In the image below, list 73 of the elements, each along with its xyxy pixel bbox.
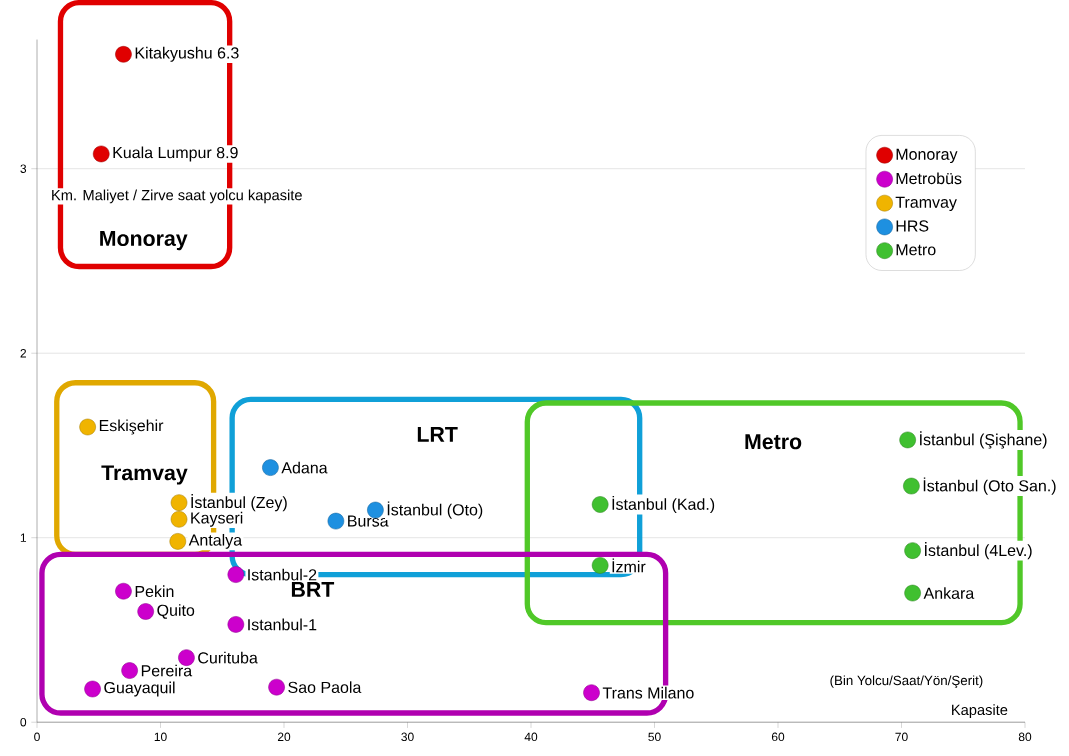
point [84,680,101,698]
y-tick-label: 3 [20,164,27,173]
point [268,678,285,696]
y-tick-label: 0 [20,717,27,727]
annotation: İstanbul (Oto San.) [923,477,1056,495]
point [178,649,195,666]
point [591,557,609,574]
annotation: İzmir [612,558,646,573]
point [169,533,187,550]
annotation: Curituba [198,651,258,664]
annotation: Monoray [100,231,188,251]
annotation: İstanbul (Kad.) [612,495,715,513]
point [170,510,188,528]
point [327,512,345,530]
point [904,542,921,559]
annotation: Pereira [141,664,193,677]
point [903,477,920,495]
annotation: Kuala Lumpur 8.9 [113,146,238,162]
x-axis-title: Kapasite [952,704,1008,718]
x-tick-label: 30 [401,732,414,742]
legend-label: Monoray [896,148,958,163]
point [170,494,188,511]
x-tick-label: 20 [277,732,291,742]
y-axis-title: Km. Maliyet / Zirve saat yolcu kapasite [52,189,302,204]
x-tick-label: 0 [34,732,40,742]
y-tick-label: 1 [20,533,27,542]
annotation: LRT [417,426,458,442]
annotation: Metro [745,434,802,450]
annotation: İstanbul (Şişhane) [920,431,1047,449]
y-tick-label: 2 [20,348,26,358]
annotation: Bursa [348,515,389,527]
x-tick-label: 10 [154,732,167,742]
annotation: Guayaquil [104,681,175,697]
point [227,566,245,583]
annotation: Ankara [923,587,975,599]
point [227,616,245,633]
annotation: Adana [281,461,328,474]
point [79,418,96,436]
point [121,662,138,679]
annotation: İstanbul (4Lev.) [925,541,1032,560]
point [904,584,921,602]
annotation: İstanbul (Oto) [387,501,483,519]
legend-label: Metro [896,244,936,256]
annotation: Tramvay [101,465,188,485]
annotation: Istanbul-2 [248,568,317,581]
x-tick-label: 50 [648,732,661,742]
annotation: Kitakyushu 6.3 [135,46,239,62]
point [92,145,110,163]
annotation: Eskişehir [99,419,164,435]
annotation: Trans Milano [602,686,694,699]
annotation: Istanbul-1 [248,618,317,631]
annotation: İstanbul (Zey) [191,493,287,512]
point [115,45,132,63]
x-tick-label: 40 [524,732,538,742]
point [137,603,154,620]
legend-label: HRS [896,220,929,232]
point [115,582,132,600]
point [262,459,279,476]
annotation: Quito [157,604,195,619]
point [583,684,600,701]
x-tick-label: 60 [771,732,785,742]
annotation: Kayseri [191,511,243,527]
annotation: Sao Paola [288,681,362,693]
annotation: (Bin Yolcu/Saat/Yön/Şerit) [830,675,983,688]
x-tick-label: 80 [1018,732,1032,742]
annotation: Antalya [188,533,243,549]
x-tick-label: 70 [895,732,908,742]
annotation: BRT [291,581,335,597]
annotation: Pekin [135,585,174,597]
point [591,496,609,513]
point [899,431,916,449]
legend-label: Metrobüs [896,172,962,185]
legend-label: Tramvay [895,196,957,211]
